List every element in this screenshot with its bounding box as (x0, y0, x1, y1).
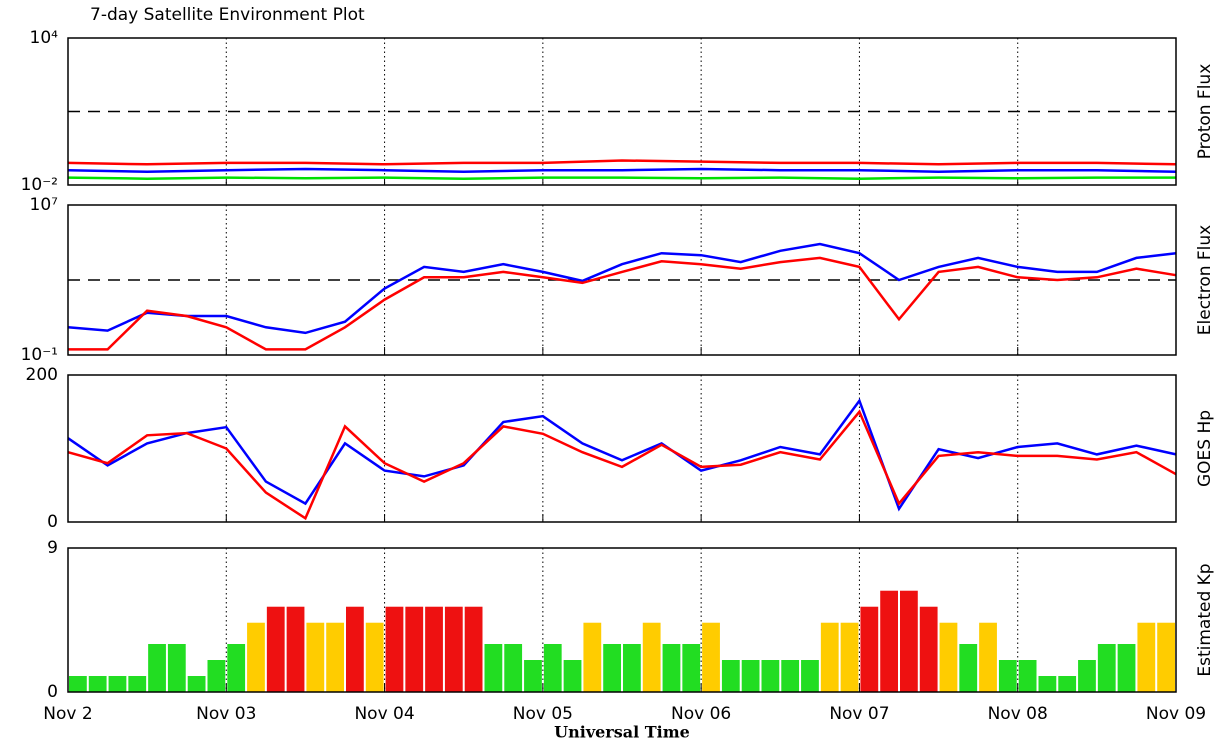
bar (979, 622, 997, 692)
plot-frame (67, 37, 1177, 186)
bar (266, 606, 285, 692)
bar (761, 660, 780, 692)
bar (662, 644, 681, 692)
bar (998, 660, 1017, 692)
bar (1157, 622, 1175, 692)
bar (148, 644, 166, 692)
bar (642, 622, 661, 692)
bar (860, 606, 879, 692)
bar (69, 676, 87, 692)
data-line (67, 176, 1176, 180)
bar (1097, 644, 1116, 692)
bar (306, 622, 325, 692)
bar (919, 606, 938, 692)
x-tick-label: Nov 06 (671, 704, 731, 724)
bar (741, 660, 760, 692)
bar (583, 622, 602, 692)
x-axis-label: Universal Time (554, 723, 690, 742)
bar (88, 676, 107, 692)
data-line (67, 159, 1177, 166)
y-tick-label: 10⁷ (30, 195, 59, 215)
bar (702, 622, 720, 692)
bar (1078, 660, 1096, 692)
x-tick-label: Nov 04 (354, 704, 414, 724)
bar (1038, 676, 1057, 692)
plot-frame (67, 547, 1177, 693)
bar (840, 622, 859, 692)
x-tick-label: Nov 09 (1146, 704, 1206, 724)
bar (959, 644, 978, 692)
bar (880, 590, 898, 692)
bar (900, 590, 918, 692)
y-tick-label: 9 (47, 538, 58, 558)
bar (1058, 676, 1077, 692)
y-axis-label: Proton Flux (1195, 64, 1215, 160)
bar (543, 644, 562, 692)
y-tick-label: 0 (47, 682, 58, 702)
bar (187, 676, 206, 692)
bar (781, 660, 800, 692)
bar (721, 660, 740, 692)
bar (603, 644, 621, 692)
bar (346, 606, 364, 692)
bar (365, 622, 384, 692)
bar (286, 606, 305, 692)
bar (939, 622, 958, 692)
y-tick-label: 200 (26, 365, 58, 385)
bar (405, 606, 424, 692)
x-tick-label: Nov 05 (513, 704, 573, 724)
y-tick-label: 10⁻¹ (21, 345, 58, 365)
bar (563, 660, 582, 692)
data-line (67, 242, 1177, 335)
bar (444, 606, 463, 692)
bar (464, 606, 483, 692)
bar (484, 644, 503, 692)
bar (247, 622, 265, 692)
y-tick-label: 0 (47, 512, 58, 532)
x-tick-label: Nov 08 (988, 704, 1048, 724)
y-axis-label: GOES Hp (1195, 410, 1215, 487)
data-line (68, 256, 1177, 351)
bar (167, 644, 186, 692)
bar (128, 676, 147, 692)
plot-frame (67, 374, 1177, 523)
bar (385, 606, 404, 692)
bar (227, 644, 246, 692)
bar (326, 622, 344, 692)
bar (1117, 644, 1136, 692)
y-tick-label: 10⁻² (21, 175, 58, 195)
bar (1018, 660, 1037, 692)
bar (801, 660, 819, 692)
x-tick-label: Nov 2 (43, 704, 92, 724)
bar (524, 660, 542, 692)
y-tick-label: 10⁴ (30, 28, 59, 48)
x-tick-label: Nov 07 (829, 704, 889, 724)
data-line (67, 167, 1177, 173)
bar (1137, 622, 1156, 692)
data-line (67, 409, 1177, 521)
chart-title: 7-day Satellite Environment Plot (90, 5, 365, 25)
bar (682, 644, 701, 692)
y-axis-label: Estimated Kp (1195, 563, 1215, 676)
bar (820, 622, 839, 692)
x-tick-label: Nov 03 (196, 704, 256, 724)
plot-frame (67, 204, 1177, 356)
bar (108, 676, 127, 692)
bar (504, 644, 523, 692)
bar (207, 660, 226, 692)
y-axis-label: Electron Flux (1195, 225, 1215, 335)
bar (623, 644, 641, 692)
bar (425, 606, 443, 692)
